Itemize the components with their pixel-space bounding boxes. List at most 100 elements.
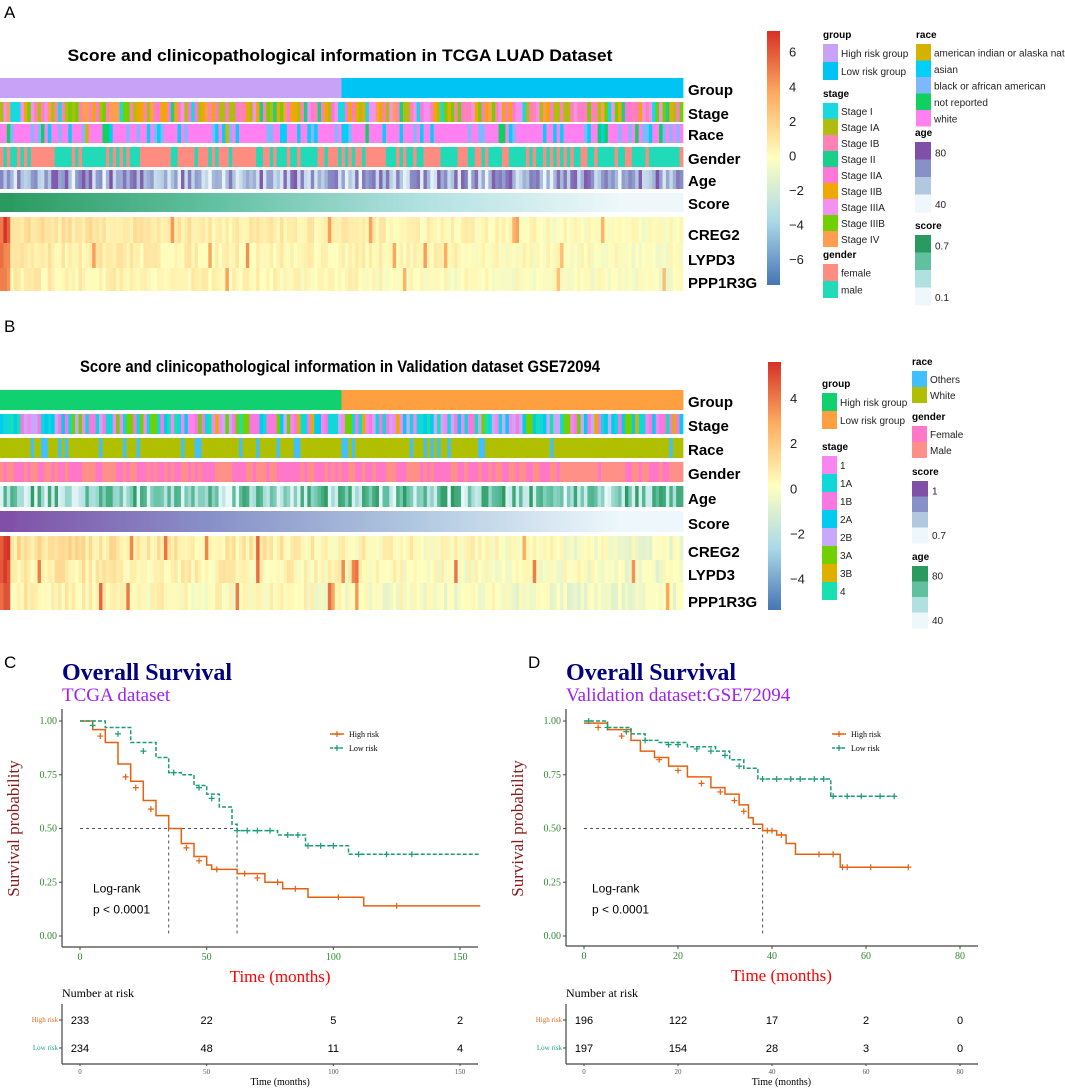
heatmap-cell	[95, 170, 100, 189]
heatmap-cell	[399, 193, 404, 212]
heatmap-cell	[440, 462, 445, 482]
heatmap-cell	[642, 414, 646, 434]
heatmap-cell	[47, 462, 52, 482]
heatmap-cell	[51, 536, 56, 560]
legend-label: Stage IIIA	[841, 203, 885, 214]
heatmap-cell	[372, 217, 377, 243]
heatmap-cell	[648, 390, 653, 410]
heatmap-cell	[539, 268, 544, 291]
heatmap-cell	[628, 462, 633, 482]
censor-mark	[292, 885, 299, 892]
heatmap-cell	[187, 511, 192, 532]
heatmap-cell	[331, 390, 336, 410]
heatmap-cell	[30, 102, 35, 122]
heatmap-cell	[481, 243, 486, 268]
heatmap-cell	[662, 486, 667, 507]
heatmap-cell	[225, 486, 230, 507]
heatmap-cell	[37, 511, 42, 532]
heatmap-cell	[423, 486, 428, 507]
heatmap-cell	[505, 390, 510, 410]
heatmap-cell	[177, 438, 182, 458]
heatmap-cell	[662, 438, 667, 458]
heatmap-cell	[638, 560, 643, 583]
heatmap-cell	[495, 102, 499, 122]
heatmap-cell	[392, 511, 397, 532]
heatmap-cell	[242, 102, 247, 122]
heatmap-cell	[563, 583, 568, 610]
heatmap-cell	[522, 390, 527, 410]
heatmap-cell	[396, 486, 400, 507]
heatmap-cell	[546, 414, 551, 434]
heatmap-cell	[385, 147, 390, 167]
heatmap-cell	[539, 102, 544, 122]
heatmap-cell	[208, 414, 213, 434]
heatmap-cell	[225, 438, 230, 458]
heatmap-cell	[351, 78, 356, 98]
heatmap-cell	[471, 78, 476, 98]
heatmap-cell	[351, 511, 356, 532]
heatmap-cell	[174, 583, 178, 610]
heatmap-cell	[218, 124, 223, 143]
heatmap-cell	[601, 511, 605, 532]
heatmap-cell	[638, 124, 643, 143]
heatmap-cell	[88, 536, 93, 560]
heatmap-cell	[461, 390, 465, 410]
heatmap-cell	[522, 438, 527, 458]
heatmap-cell	[450, 193, 455, 212]
heatmap-cell	[488, 511, 493, 532]
heatmap-cell	[450, 438, 455, 458]
heatmap-cell	[488, 486, 493, 507]
heatmap-cell	[157, 78, 161, 98]
heatmap-cell	[580, 486, 585, 507]
heatmap-cell	[665, 560, 670, 583]
heatmap-cell	[95, 536, 100, 560]
heatmap-cell	[314, 124, 318, 143]
heatmap-cell	[321, 217, 325, 243]
heatmap-cell	[256, 102, 260, 122]
heatmap-cell	[577, 438, 581, 458]
heatmap-cell	[642, 102, 646, 122]
heatmap-cell	[242, 438, 247, 458]
heatmap-cell	[515, 511, 520, 532]
heatmap-cell	[37, 560, 42, 583]
heatmap-cell	[194, 102, 199, 122]
heatmap-cell	[399, 462, 404, 482]
heatmap-cell	[201, 462, 206, 482]
heatmap-cell	[13, 170, 18, 189]
legend-swatch	[822, 528, 837, 546]
heatmap-cell	[321, 243, 325, 268]
heatmap-cell	[269, 536, 274, 560]
heatmap-cell	[102, 268, 107, 291]
heatmap-cell	[474, 438, 479, 458]
heatmap-cell	[621, 390, 626, 410]
heatmap-cell	[635, 536, 639, 560]
heatmap-cell	[580, 78, 585, 98]
heatmap-cell	[27, 147, 32, 167]
heatmap-cell	[635, 124, 639, 143]
heatmap-cell	[143, 268, 148, 291]
heatmap-cell	[464, 560, 469, 583]
heatmap-cell	[249, 147, 254, 167]
heatmap-cell	[140, 102, 144, 122]
heatmap-cell	[47, 486, 52, 507]
heatmap-cell	[191, 438, 196, 458]
heatmap-cell	[464, 243, 469, 268]
heatmap-cell	[92, 102, 97, 122]
heatmap-cell	[573, 102, 578, 122]
heatmap-cell	[181, 536, 185, 560]
heatmap-cell	[563, 147, 568, 167]
heatmap-cell	[34, 268, 38, 291]
heatmap-cell	[3, 414, 8, 434]
heatmap-cell	[276, 193, 281, 212]
heatmap-cell	[78, 560, 83, 583]
heatmap-cell	[379, 217, 383, 243]
heatmap-cell	[433, 438, 438, 458]
heatmap-cell	[126, 390, 131, 410]
heatmap-cell	[679, 390, 684, 410]
heatmap-cell	[372, 560, 377, 583]
heatmap-cell	[242, 217, 247, 243]
heatmap-cell	[628, 438, 633, 458]
heatmap-cell	[614, 560, 619, 583]
heatmap-cell	[512, 486, 517, 507]
